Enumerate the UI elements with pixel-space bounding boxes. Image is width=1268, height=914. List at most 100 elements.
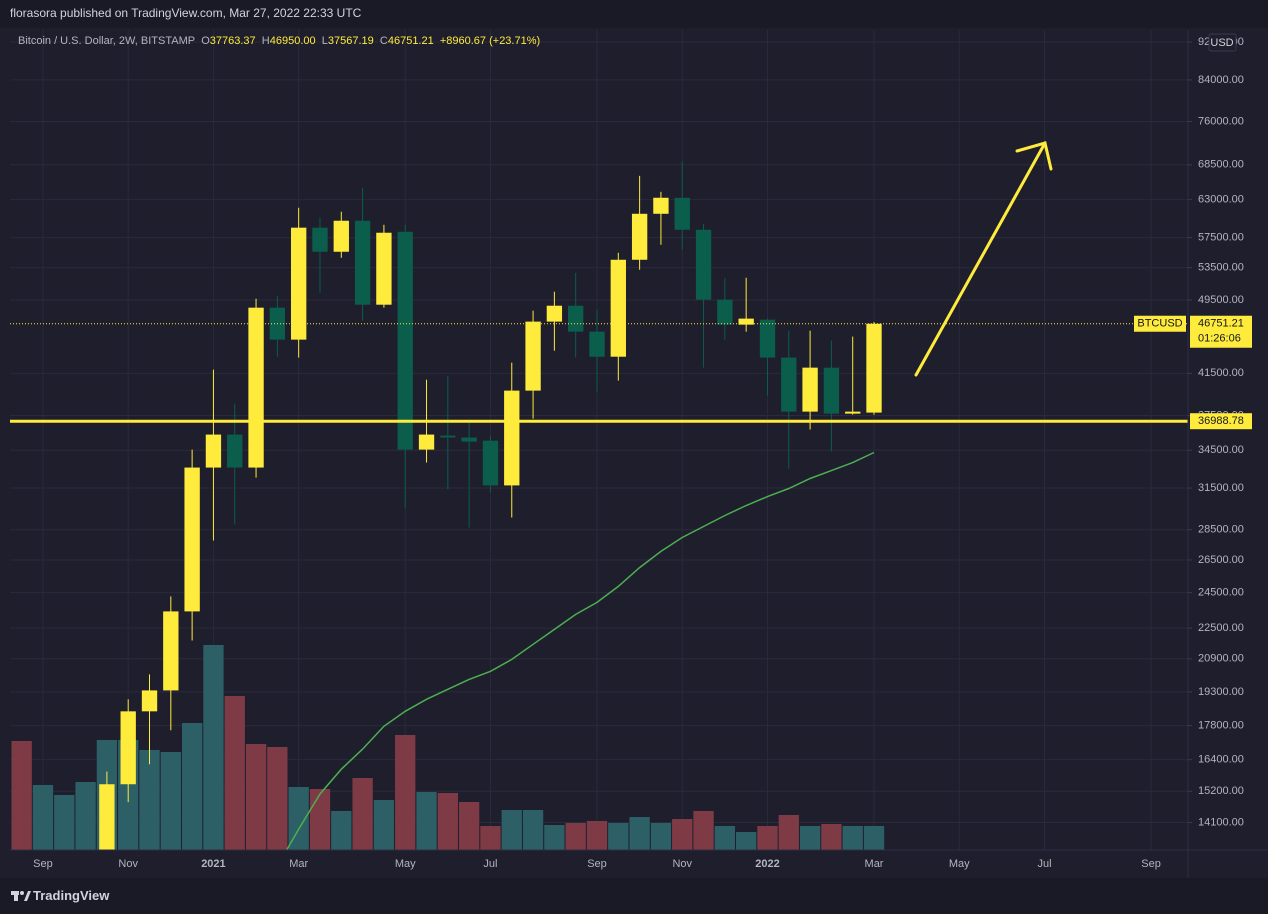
volume-bar xyxy=(608,823,629,850)
candle-body xyxy=(674,197,690,230)
candle-body xyxy=(354,220,371,305)
volume-bar xyxy=(309,789,331,850)
tv-logo xyxy=(11,891,31,901)
x-tick-label: Sep xyxy=(33,858,53,870)
candle-body xyxy=(695,229,712,300)
hline-label-box xyxy=(1190,413,1252,430)
candle-body xyxy=(248,307,264,468)
candle-body xyxy=(717,299,733,325)
candle-body xyxy=(866,323,882,413)
x-tick-label: Sep xyxy=(1141,858,1161,870)
x-tick-label: 2021 xyxy=(201,858,225,870)
x-tick-label: 2022 xyxy=(755,858,779,870)
ohlc-value: 46751.21 xyxy=(387,35,434,47)
volume-bar xyxy=(224,696,245,850)
volume-bar xyxy=(863,826,885,850)
candle-body xyxy=(568,305,584,332)
volume-bar xyxy=(267,747,288,850)
volume-bar xyxy=(75,782,96,850)
y-tick-label: 76000.00 xyxy=(1198,115,1244,127)
volume-bar xyxy=(842,826,863,850)
arrow-annotation xyxy=(914,141,1053,377)
volume-bar xyxy=(54,795,75,850)
volume-bar xyxy=(181,723,203,850)
candle-body xyxy=(546,305,563,322)
footer-band xyxy=(0,878,1268,914)
candle-body xyxy=(482,440,499,486)
candle-body xyxy=(802,367,818,412)
volume-bar xyxy=(245,744,267,850)
countdown-label: 01:26:06 xyxy=(1198,333,1241,345)
candle-body xyxy=(440,435,456,438)
candle-body xyxy=(461,437,477,442)
candle-body xyxy=(845,411,861,414)
candle-body xyxy=(610,259,626,357)
volume-bar xyxy=(544,825,565,850)
ohlc-key: O xyxy=(201,35,210,47)
volume-bar xyxy=(501,810,522,850)
y-tick-label: 20900.00 xyxy=(1198,653,1244,665)
currency-label[interactable]: USD xyxy=(1210,37,1233,49)
volume-layer xyxy=(11,645,885,850)
x-tick-label: Nov xyxy=(118,858,138,870)
volume-bar xyxy=(799,826,821,850)
ohlc-value: 37567.19 xyxy=(327,35,374,47)
ohlc-key: H xyxy=(261,35,270,47)
candle-body xyxy=(589,331,605,357)
logo-dot xyxy=(20,891,24,895)
y-tick-label: 28500.00 xyxy=(1198,524,1244,536)
volume-bar xyxy=(288,787,309,850)
last-price-box xyxy=(1190,315,1252,348)
volume-bar xyxy=(565,823,586,850)
candle-layer xyxy=(99,161,882,850)
y-tick-label: 31500.00 xyxy=(1198,482,1244,494)
x-tick-label: Jul xyxy=(1037,858,1051,870)
volume-bar xyxy=(416,792,437,850)
currency-box[interactable] xyxy=(1208,33,1237,52)
moving-average xyxy=(285,451,875,850)
candle-body xyxy=(781,357,797,412)
x-tick-label: Jul xyxy=(483,858,497,870)
ohlc-key: L xyxy=(321,35,328,47)
publisher-header: florasora published on TradingView.com, … xyxy=(10,6,362,20)
header-band xyxy=(0,0,1268,28)
y-tick-label: 19300.00 xyxy=(1198,686,1244,698)
ma-layer xyxy=(285,451,875,850)
candle-body xyxy=(141,690,158,712)
ohlc-change: +8960.67 (+23.71%) xyxy=(439,35,541,47)
volume-bar xyxy=(778,815,799,850)
y-tick-label: 41500.00 xyxy=(1198,367,1244,379)
volume-bar xyxy=(629,817,650,850)
volume-bar xyxy=(395,735,416,850)
x-tick-label: May xyxy=(395,858,416,870)
volume-bar xyxy=(331,811,352,850)
candle-body xyxy=(99,784,115,850)
y-tick-label: 63000.00 xyxy=(1198,194,1244,206)
y-tick-label: 22500.00 xyxy=(1198,622,1244,634)
y-tick-label: 49500.00 xyxy=(1198,294,1244,306)
symbol-legend: Bitcoin / U.S. Dollar, 2W, BITSTAMP O377… xyxy=(18,35,540,47)
logo-stem xyxy=(14,891,18,901)
y-tick-label: 16400.00 xyxy=(1198,754,1244,766)
x-tick-label: Mar xyxy=(865,858,884,870)
volume-bar xyxy=(352,778,373,850)
candle-body xyxy=(525,321,541,391)
candle-body xyxy=(227,434,243,468)
candle-body xyxy=(312,227,328,252)
ohlc-value: 37763.37 xyxy=(209,35,256,47)
last-price-label: 46751.21 xyxy=(1198,318,1244,330)
candle-body xyxy=(120,711,136,785)
volume-bar xyxy=(139,750,160,850)
candle-body xyxy=(759,319,776,358)
volume-bar xyxy=(821,824,842,850)
volume-bar xyxy=(480,826,501,850)
currency-button[interactable]: USD xyxy=(1208,33,1237,52)
logo-slash xyxy=(24,891,31,901)
y-tick-label: 24500.00 xyxy=(1198,587,1244,599)
ohlc-key: C xyxy=(379,35,388,47)
x-tick-label: Nov xyxy=(672,858,692,870)
y-tick-label: 68500.00 xyxy=(1198,159,1244,171)
